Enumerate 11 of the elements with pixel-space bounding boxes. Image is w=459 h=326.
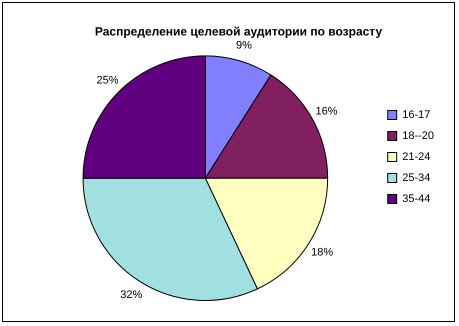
data-label: 18% bbox=[311, 246, 334, 258]
legend-label: 35-44 bbox=[402, 193, 430, 206]
legend-label: 16-17 bbox=[402, 109, 430, 122]
data-label: 16% bbox=[316, 106, 338, 118]
data-label: 32% bbox=[120, 289, 142, 301]
chart-title: Распределение целевой аудитории по возрасту bbox=[94, 24, 382, 39]
legend-label: 25-34 bbox=[402, 172, 430, 184]
data-label: 25% bbox=[96, 74, 119, 86]
data-label: 9% bbox=[236, 39, 252, 52]
legend-label: 18--20 bbox=[402, 130, 434, 142]
legend-label: 21-24 bbox=[402, 151, 430, 164]
